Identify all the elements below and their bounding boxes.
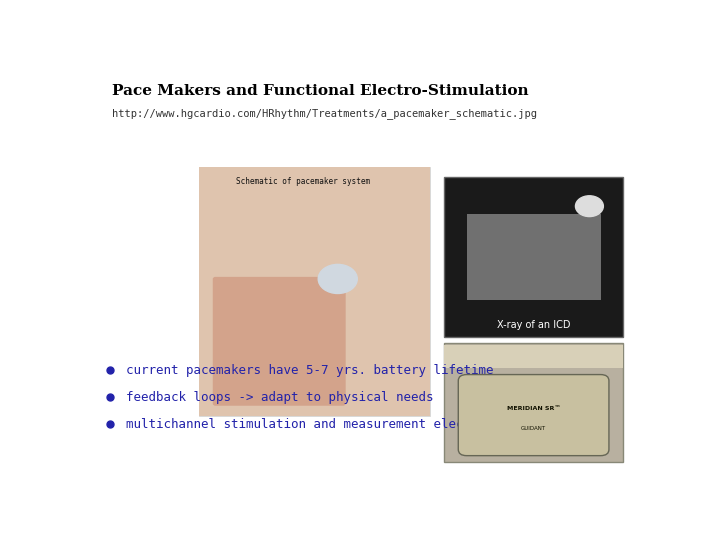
FancyBboxPatch shape xyxy=(199,167,431,416)
FancyBboxPatch shape xyxy=(467,214,600,300)
FancyBboxPatch shape xyxy=(444,346,623,368)
Text: feedback loops -> adapt to physical needs: feedback loops -> adapt to physical need… xyxy=(126,391,433,404)
FancyBboxPatch shape xyxy=(213,277,346,406)
FancyBboxPatch shape xyxy=(444,343,623,462)
Text: GUIDANT: GUIDANT xyxy=(521,426,546,431)
FancyBboxPatch shape xyxy=(444,177,623,337)
Text: MERIDIAN SR™: MERIDIAN SR™ xyxy=(507,406,560,411)
Text: multichannel stimulation and measurement electrodes: multichannel stimulation and measurement… xyxy=(126,418,509,431)
Text: Schematic of pacemaker system: Schematic of pacemaker system xyxy=(236,177,370,186)
Text: http://www.hgcardio.com/HRhythm/Treatments/a_pacemaker_schematic.jpg: http://www.hgcardio.com/HRhythm/Treatmen… xyxy=(112,109,537,119)
Text: Pace Makers and Functional Electro-Stimulation: Pace Makers and Functional Electro-Stimu… xyxy=(112,84,529,98)
FancyBboxPatch shape xyxy=(459,375,609,456)
Text: current pacemakers have 5-7 yrs. battery lifetime: current pacemakers have 5-7 yrs. battery… xyxy=(126,364,494,377)
Text: X-ray of an ICD: X-ray of an ICD xyxy=(497,320,570,329)
Circle shape xyxy=(575,196,603,217)
FancyBboxPatch shape xyxy=(199,167,431,416)
Circle shape xyxy=(318,265,357,294)
